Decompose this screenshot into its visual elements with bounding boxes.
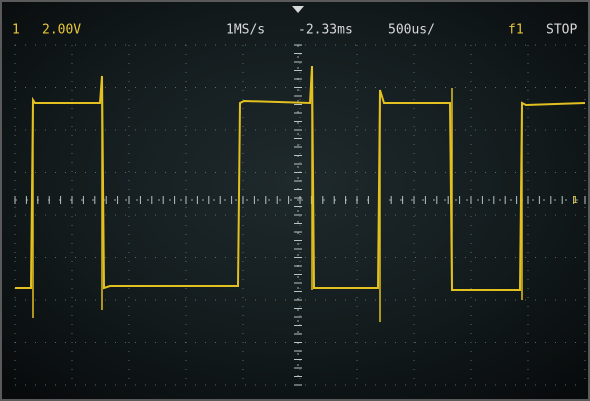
screen-background xyxy=(0,0,590,401)
channel-number: 1 xyxy=(12,23,20,38)
volts-per-div: 2.00V xyxy=(42,23,81,38)
ground-marker: 1 xyxy=(572,195,578,206)
page: 1 2.00V 1MS/s -2.33ms 500us/ f1 STOP 1 (… xyxy=(0,0,590,401)
sample-rate: 1MS/s xyxy=(226,23,265,38)
trigger-indicator: f1 xyxy=(508,23,524,38)
oscilloscope-screen: 1 2.00V 1MS/s -2.33ms 500us/ f1 STOP 1 xyxy=(0,0,590,401)
time-per-div: 500us/ xyxy=(388,23,435,38)
run-state: STOP xyxy=(546,23,577,38)
trigger-delay: -2.33ms xyxy=(298,23,353,38)
